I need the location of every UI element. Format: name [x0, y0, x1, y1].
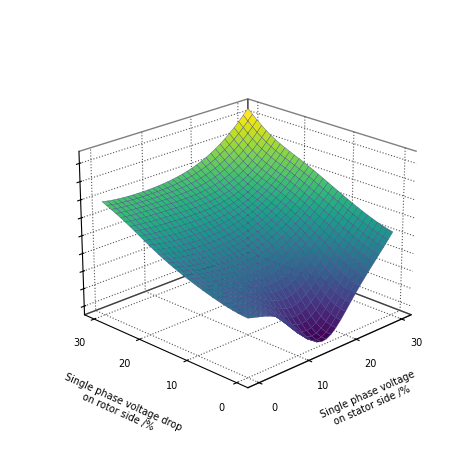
Y-axis label: Single phase voltage drop
on rotor side /%: Single phase voltage drop on rotor side …	[58, 372, 183, 443]
X-axis label: Single phase voltage
on stator side /%: Single phase voltage on stator side /%	[319, 370, 421, 431]
